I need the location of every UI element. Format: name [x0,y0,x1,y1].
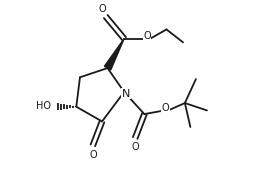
Text: N: N [122,89,130,99]
Text: O: O [89,150,97,160]
Text: O: O [143,31,151,41]
Polygon shape [104,39,124,70]
Text: O: O [162,103,169,113]
Text: O: O [131,142,139,152]
Text: O: O [98,4,106,14]
Text: HO: HO [37,101,52,111]
